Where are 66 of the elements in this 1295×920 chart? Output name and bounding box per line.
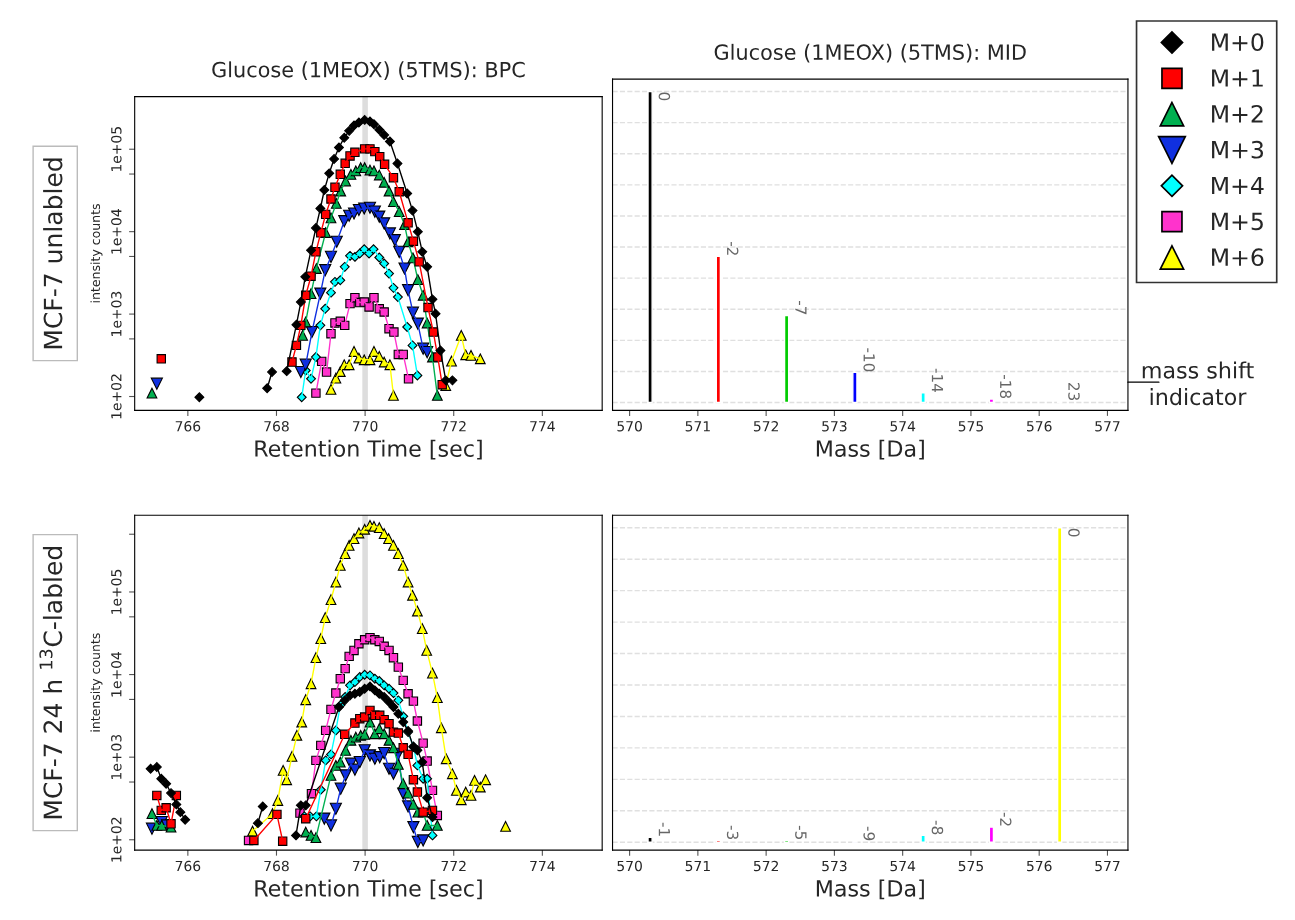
x-axis-title: Mass [Da] [816,439,924,460]
annotation: -14 [931,368,944,393]
x-tick-label: 770 [352,860,378,872]
annotation: -2 [727,241,739,255]
annotation: -7 [795,300,807,315]
x-tick-label: 571 [685,860,710,872]
y-axis-title: intensity counts [90,633,103,732]
annotation: -2 [1000,812,1012,826]
x-tick-label: 774 [530,421,555,432]
chart-title: Glucose (1MEOX) (5TMS): BPC [212,61,525,80]
x-tick-label: 768 [264,420,289,432]
legend-label: M+5 [1212,212,1263,231]
text: mass shift indicator [1142,361,1254,406]
legend-label: M+6 [1212,248,1264,267]
x-tick-label: 573 [822,860,847,872]
x-tick-label: 772 [441,420,466,432]
x-tick-label: 572 [753,860,778,872]
legend-label: M+4 [1212,176,1264,195]
x-tick-label: 772 [441,860,466,872]
annotation: -1 [658,822,670,836]
legend-label: M+1 [1212,69,1263,87]
x-axis-title: Retention Time [sec] [255,439,482,460]
x-tick-label: 576 [1027,860,1052,872]
x-tick-label: 574 [890,421,916,432]
annotation: -3 [726,825,739,840]
x-tick-label: 572 [753,420,778,432]
x-tick-label: 770 [352,420,378,432]
x-tick-label: 766 [175,420,201,432]
annotation: 0 [658,92,671,101]
x-axis-title: Retention Time [sec] [255,879,482,900]
annotation: 23 [1068,382,1080,401]
y-axis-title: intensity counts [90,204,103,303]
x-tick-label: 577 [1095,860,1120,872]
annotation: 0 [1068,528,1080,537]
annotation: -9 [863,826,875,841]
x-tick-label: 575 [958,421,983,432]
y-tick-label: 1e+03 [111,291,122,336]
x-axis-title: Mass [Da] [816,879,924,900]
y-tick-label: 1e+02 [111,374,122,419]
annotation: -18 [999,374,1012,399]
annotation: -10 [863,348,875,372]
y-tick-label: 1e+05 [111,569,122,614]
x-tick-label: 573 [822,420,847,432]
x-tick-label: 576 [1027,420,1052,432]
x-tick-label: 574 [890,860,916,872]
y-tick-label: 1e+04 [111,209,122,254]
y-tick-label: 1e+02 [111,817,122,862]
text: MCF-7 unlabled [43,158,63,349]
chart-title: Glucose (1MEOX) (5TMS): MID [714,43,1026,63]
annotation: -5 [795,825,807,839]
x-tick-label: 575 [958,860,983,872]
x-tick-label: 766 [175,860,201,872]
legend-label: M+2 [1212,104,1263,123]
x-tick-label: 570 [617,420,642,432]
x-tick-label: 774 [530,860,555,872]
x-tick-label: 571 [685,421,710,432]
x-tick-label: 570 [617,860,642,872]
x-tick-label: 768 [264,860,289,872]
x-tick-label: 577 [1095,421,1120,432]
y-tick-label: 1e+04 [111,652,122,697]
y-tick-label: 1e+03 [111,734,122,779]
y-tick-label: 1e+05 [111,127,122,172]
annotation: -8 [931,820,944,835]
legend-label: M+0 [1212,33,1264,52]
legend-label: M+3 [1212,140,1264,159]
text: MCF-7 24 h $^{13}$C-labled [39,547,63,819]
